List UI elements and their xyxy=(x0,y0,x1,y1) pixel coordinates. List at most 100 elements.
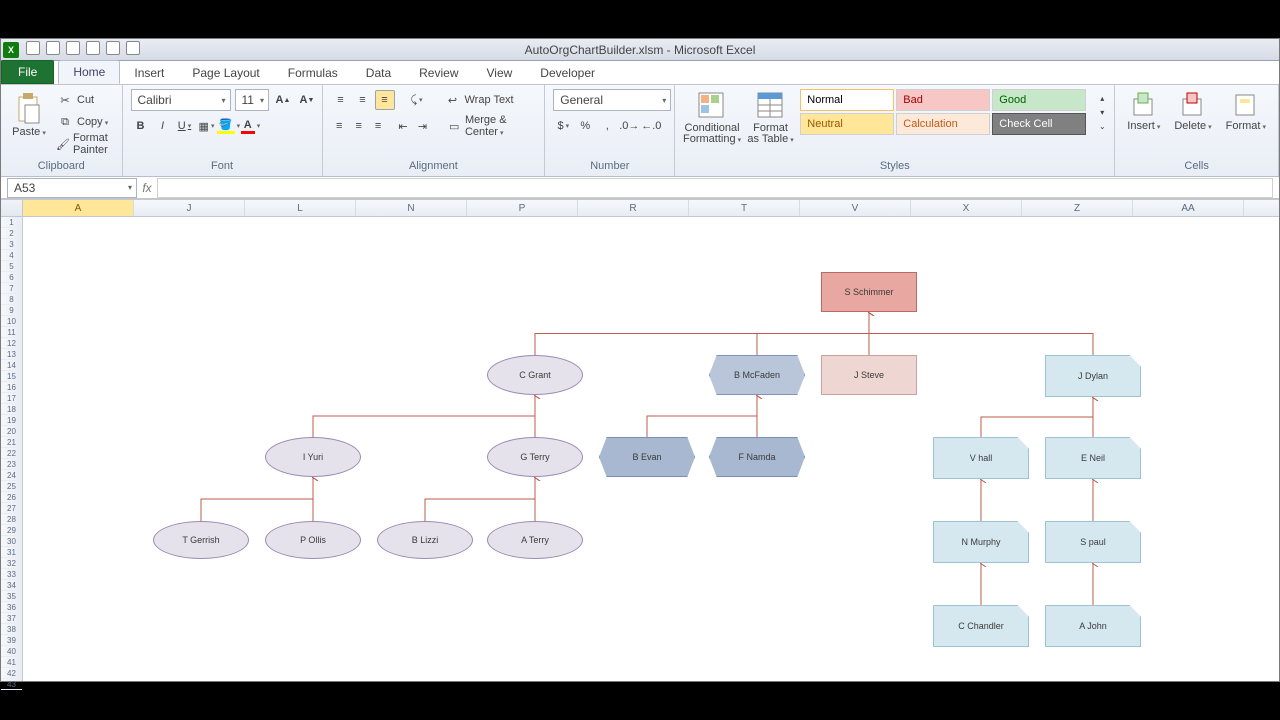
dec-decimal-icon[interactable]: ←.0 xyxy=(641,116,661,136)
format-painter-button[interactable]: 🖌 Format Painter xyxy=(55,133,114,155)
fill-color-button[interactable]: 🪣 xyxy=(219,116,239,136)
select-all-corner[interactable] xyxy=(1,200,23,216)
qat-button[interactable] xyxy=(46,41,60,55)
row-header[interactable]: 17 xyxy=(1,393,22,404)
row-header[interactable]: 26 xyxy=(1,492,22,503)
style-good[interactable]: Good xyxy=(992,89,1086,111)
row-header[interactable]: 35 xyxy=(1,591,22,602)
col-header[interactable]: A xyxy=(23,200,134,216)
font-color-button[interactable]: A xyxy=(241,116,261,136)
indent-dec-icon[interactable]: ⇤ xyxy=(394,116,411,136)
row-header[interactable]: 21 xyxy=(1,437,22,448)
delete-cells-button[interactable]: Delete xyxy=(1170,89,1215,135)
col-header[interactable]: X xyxy=(911,200,1022,216)
tab-view[interactable]: View xyxy=(473,62,527,84)
row-header[interactable]: 9 xyxy=(1,305,22,316)
align-center-icon[interactable]: ≡ xyxy=(350,116,367,136)
row-header[interactable]: 30 xyxy=(1,536,22,547)
style-normal[interactable]: Normal xyxy=(800,89,894,111)
row-header[interactable]: 36 xyxy=(1,602,22,613)
tab-developer[interactable]: Developer xyxy=(526,62,609,84)
col-header[interactable]: P xyxy=(467,200,578,216)
tab-review[interactable]: Review xyxy=(405,62,472,84)
row-header[interactable]: 3 xyxy=(1,239,22,250)
format-cells-button[interactable]: Format xyxy=(1222,89,1270,135)
column-headers[interactable]: AJLNPRTVXZAA xyxy=(1,199,1279,217)
row-header[interactable]: 37 xyxy=(1,613,22,624)
gallery-more-icon[interactable]: ⌄ xyxy=(1092,119,1112,133)
row-header[interactable]: 25 xyxy=(1,481,22,492)
row-header[interactable]: 12 xyxy=(1,338,22,349)
org-node[interactable]: A John xyxy=(1045,605,1141,647)
org-node[interactable]: C Grant xyxy=(487,355,583,395)
style-neutral[interactable]: Neutral xyxy=(800,113,894,135)
name-box[interactable]: A53 xyxy=(7,178,137,198)
row-header[interactable]: 29 xyxy=(1,525,22,536)
gallery-up-icon[interactable]: ▴ xyxy=(1092,91,1112,105)
tab-data[interactable]: Data xyxy=(352,62,405,84)
row-header[interactable]: 39 xyxy=(1,635,22,646)
tab-home[interactable]: Home xyxy=(58,60,120,84)
org-node[interactable]: P Ollis xyxy=(265,521,361,559)
row-header[interactable]: 43 xyxy=(1,679,22,690)
grow-font-icon[interactable]: A▲ xyxy=(273,90,293,110)
col-header[interactable]: Z xyxy=(1022,200,1133,216)
copy-button[interactable]: ⧉ Copy xyxy=(55,111,114,133)
row-header[interactable]: 8 xyxy=(1,294,22,305)
align-bottom-icon[interactable]: ≡ xyxy=(375,90,395,110)
qat-button[interactable] xyxy=(66,41,80,55)
row-header[interactable]: 20 xyxy=(1,426,22,437)
row-header[interactable]: 10 xyxy=(1,316,22,327)
row-header[interactable]: 42 xyxy=(1,668,22,679)
col-header[interactable]: AA xyxy=(1133,200,1244,216)
row-header[interactable]: 11 xyxy=(1,327,22,338)
gallery-down-icon[interactable]: ▾ xyxy=(1092,105,1112,119)
row-header[interactable]: 1 xyxy=(1,217,22,228)
row-header[interactable]: 16 xyxy=(1,382,22,393)
row-header[interactable]: 6 xyxy=(1,272,22,283)
org-node[interactable]: B McFaden xyxy=(709,355,805,395)
cut-button[interactable]: ✂ Cut xyxy=(55,89,114,111)
number-format-select[interactable]: General xyxy=(553,89,671,111)
col-header[interactable]: R xyxy=(578,200,689,216)
row-header[interactable]: 24 xyxy=(1,470,22,481)
orientation-icon[interactable]: ⤹ xyxy=(407,90,427,110)
insert-cells-button[interactable]: Insert xyxy=(1123,89,1164,135)
org-node[interactable]: S Schimmer xyxy=(821,272,917,312)
inc-decimal-icon[interactable]: .0→ xyxy=(619,116,639,136)
comma-icon[interactable]: , xyxy=(597,116,617,136)
org-node[interactable]: B Lizzi xyxy=(377,521,473,559)
row-header[interactable]: 32 xyxy=(1,558,22,569)
conditional-formatting-button[interactable]: Conditional Formatting xyxy=(683,89,741,148)
col-header[interactable]: T xyxy=(689,200,800,216)
row-header[interactable]: 41 xyxy=(1,657,22,668)
org-node[interactable]: S paul xyxy=(1045,521,1141,563)
col-header[interactable]: L xyxy=(245,200,356,216)
wrap-text-button[interactable]: Wrap Text xyxy=(465,94,514,106)
align-left-icon[interactable]: ≡ xyxy=(331,116,348,136)
org-node[interactable]: J Steve xyxy=(821,355,917,395)
org-node[interactable]: E Neil xyxy=(1045,437,1141,479)
org-node[interactable]: F Namda xyxy=(709,437,805,477)
qat-button[interactable] xyxy=(106,41,120,55)
align-middle-icon[interactable]: ≡ xyxy=(353,90,373,110)
formula-bar[interactable] xyxy=(157,178,1273,198)
col-header[interactable]: V xyxy=(800,200,911,216)
tab-insert[interactable]: Insert xyxy=(120,62,178,84)
org-node[interactable]: V hall xyxy=(933,437,1029,479)
row-header[interactable]: 15 xyxy=(1,371,22,382)
style-bad[interactable]: Bad xyxy=(896,89,990,111)
tab-file[interactable]: File xyxy=(1,60,54,84)
underline-button[interactable]: U xyxy=(175,116,195,136)
font-size-select[interactable]: 11 xyxy=(235,89,269,111)
org-node[interactable]: B Evan xyxy=(599,437,695,477)
org-node[interactable]: A Terry xyxy=(487,521,583,559)
org-node[interactable]: J Dylan xyxy=(1045,355,1141,397)
org-node[interactable]: C Chandler xyxy=(933,605,1029,647)
row-header[interactable]: 31 xyxy=(1,547,22,558)
org-node[interactable]: G Terry xyxy=(487,437,583,477)
sheet-canvas[interactable]: S Schimmer C Grant B McFaden J Steve J Dylan… xyxy=(23,217,1279,681)
row-headers[interactable]: 1234567891011121314151617181920212223242… xyxy=(1,217,23,681)
percent-icon[interactable]: % xyxy=(575,116,595,136)
qat-button[interactable] xyxy=(126,41,140,55)
